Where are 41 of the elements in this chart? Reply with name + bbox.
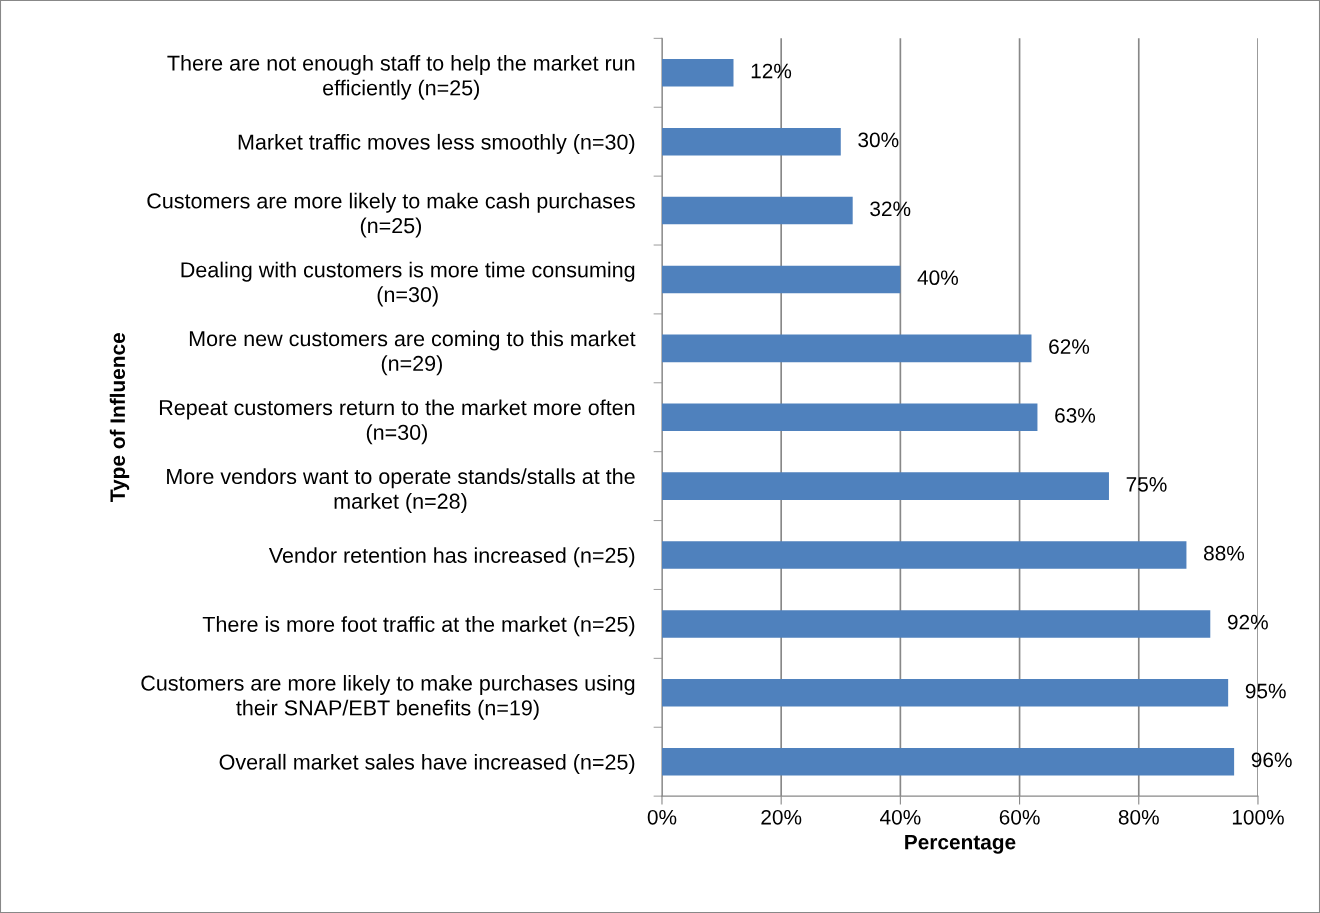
y-tick-label: Vendor retention has increased (n=25)	[268, 547, 635, 568]
y-tick-label: Overall market sales have increased (n=25)	[219, 753, 635, 774]
data-label: 95%	[1245, 683, 1286, 699]
data-label: 96%	[1251, 752, 1292, 768]
y-tick-label: More vendors want to operate stands/stalls at the market (n=28)	[167, 468, 635, 514]
x-tick-label: 60%	[999, 809, 1040, 825]
bar	[661, 196, 853, 225]
bar	[661, 472, 1109, 500]
x-tick-label: 80%	[1118, 809, 1159, 825]
data-label: 63%	[1055, 408, 1096, 423]
bar	[661, 679, 1229, 707]
bar	[661, 265, 901, 294]
data-label: 12%	[751, 63, 792, 79]
y-tick-label: More new customers are coming to this market (n=29)	[189, 330, 636, 376]
x-axis-title: Percentage	[905, 834, 1016, 854]
data-label: 62%	[1049, 339, 1090, 354]
data-label: 88%	[1204, 545, 1245, 561]
y-tick-label: Repeat customers return to the market more often (n=30)	[159, 399, 635, 445]
bar	[661, 610, 1211, 638]
data-label: 40%	[917, 270, 958, 286]
x-tick-label: 100%	[1232, 809, 1284, 825]
y-tick-label: Market traffic moves less smoothly (n=30)	[238, 133, 635, 154]
data-label: 32%	[870, 201, 911, 217]
y-tick-label: There are not enough staff to help the market run efficiently (n=25)	[167, 54, 635, 100]
x-tick-label: 0%	[647, 809, 677, 825]
bar	[661, 747, 1235, 776]
bar	[661, 541, 1187, 569]
data-label: 92%	[1227, 614, 1268, 630]
y-tick-label: Customers are more likely to make cash purchases (n=25)	[147, 192, 635, 238]
x-tick-label: 20%	[761, 809, 802, 825]
y-tick-label: Customers are more likely to make purchases using their SNAP/EBT benefits (n=19)	[141, 674, 635, 720]
y-tick-label: There is more foot traffic at the market (n=25)	[202, 616, 635, 637]
bar	[661, 127, 841, 156]
bar	[661, 403, 1038, 432]
data-label: 75%	[1126, 477, 1167, 492]
y-tick-label: Dealing with customers is more time consuming (n=30)	[181, 261, 635, 307]
x-tick-label: 40%	[880, 809, 921, 825]
bar	[661, 59, 734, 87]
bar	[661, 334, 1032, 363]
y-axis-title: Type of Influence	[109, 333, 130, 502]
data-label: 30%	[858, 132, 899, 148]
